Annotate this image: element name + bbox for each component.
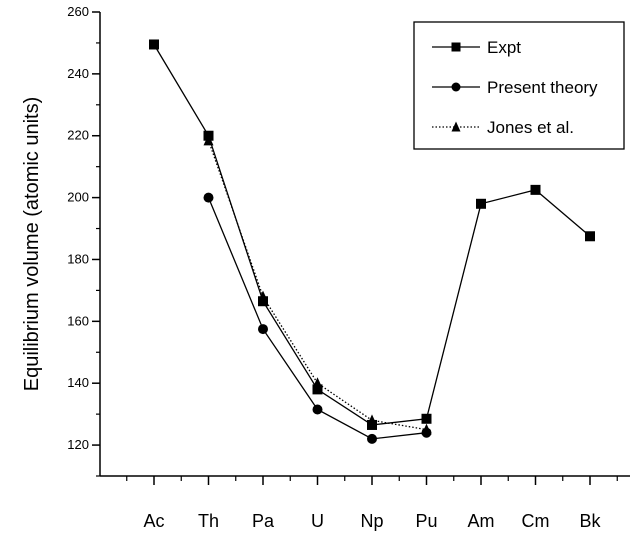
- series-layer: [149, 39, 595, 444]
- legend-marker-circle: [451, 82, 461, 92]
- y-tick-label: 160: [67, 313, 89, 328]
- data-point: [203, 134, 214, 146]
- x-tick-label: Np: [360, 511, 383, 531]
- y-tick-label: 200: [67, 190, 89, 205]
- x-tick-label: Am: [468, 511, 495, 531]
- data-point: [149, 39, 159, 50]
- legend: Expt Present theory Jones et al.: [413, 21, 625, 150]
- data-point: [258, 290, 268, 302]
- data-point: [312, 404, 323, 415]
- data-point: [585, 231, 595, 242]
- y-tick-label: 140: [67, 375, 89, 390]
- data-point: [367, 414, 377, 426]
- data-point: [203, 192, 214, 203]
- y-tick-label: 220: [67, 128, 89, 143]
- y-tick-label: 260: [67, 4, 89, 19]
- data-point: [421, 423, 432, 435]
- y-tick-label: 240: [67, 66, 89, 81]
- data-point: [312, 377, 323, 389]
- axes: 120 140 160 180 200 220 240 260 Ac Th Pa U Np Pu Am Cm B…: [67, 4, 630, 531]
- y-axis-title: Equilibrium volume (atomic units): [21, 97, 43, 392]
- x-tick-label: Pu: [415, 511, 437, 531]
- data-point: [530, 184, 541, 195]
- data-point: [258, 324, 268, 335]
- data-point: [476, 198, 486, 209]
- legend-label: Jones et al.: [487, 118, 574, 137]
- legend-label: Present theory: [487, 78, 598, 97]
- legend-box: [413, 21, 625, 150]
- x-tick-label: U: [311, 511, 324, 531]
- series-circle: [203, 192, 432, 444]
- y-tick-label: 120: [67, 437, 89, 452]
- legend-marker-square: [451, 42, 461, 52]
- legend-label: Expt: [487, 38, 521, 57]
- x-tick-label: Cm: [522, 511, 550, 531]
- x-tick-label: Pa: [252, 511, 275, 531]
- x-tick-label: Th: [198, 511, 219, 531]
- x-tick-label: Ac: [143, 511, 164, 531]
- x-tick-label: Bk: [579, 511, 601, 531]
- y-tick-label: 180: [67, 251, 89, 266]
- data-point: [312, 384, 323, 395]
- legend-marker-triangle: [451, 121, 461, 132]
- series-triangle: [203, 134, 432, 435]
- data-point: [367, 433, 377, 444]
- data-point: [421, 413, 432, 424]
